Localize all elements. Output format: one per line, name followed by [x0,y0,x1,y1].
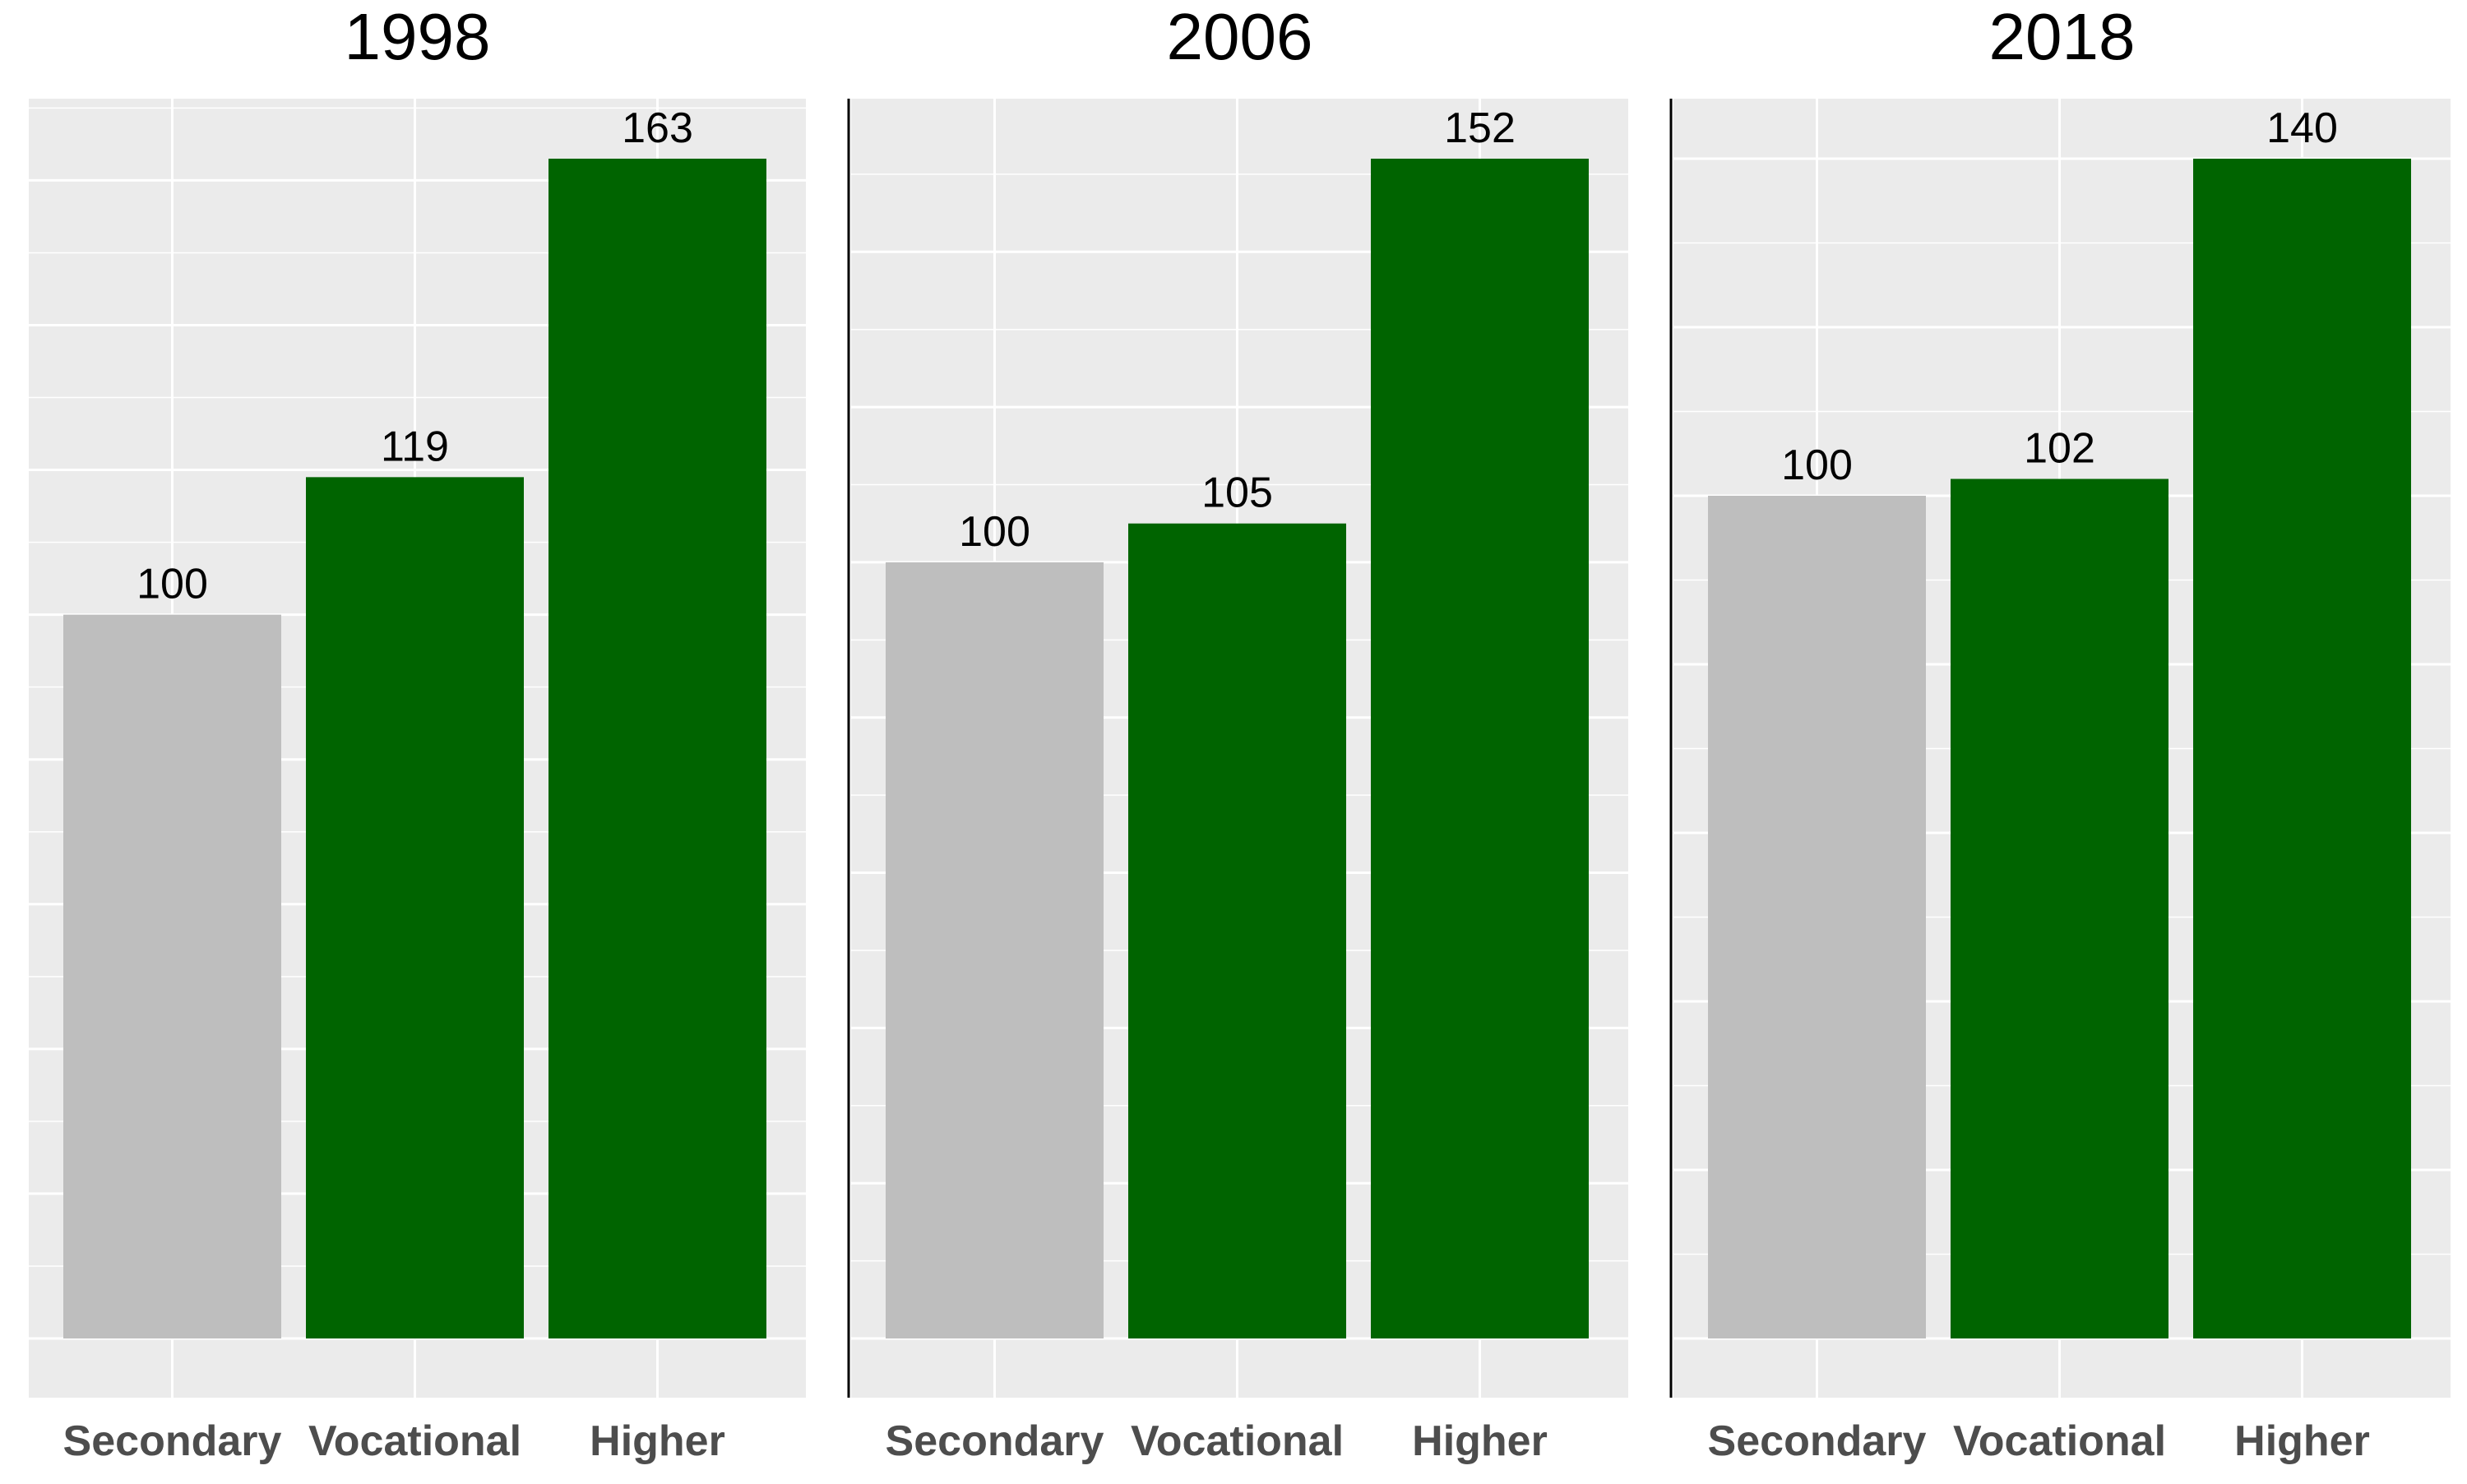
x-tick-label-secondary: Secondary [63,1417,282,1465]
bar-1998-vocational [306,477,524,1338]
bar-1998-secondary [63,614,281,1338]
panel-title-2018: 2018 [1989,0,2136,73]
data-label-1998-vocational: 119 [381,423,449,470]
x-tick-label-secondary: Secondary [1708,1417,1927,1465]
bar-1998-higher [548,159,766,1338]
x-tick-label-secondary: Secondary [886,1417,1104,1465]
data-label-2018-vocational: 102 [2024,425,2095,473]
data-label-1998-higher: 163 [622,104,693,152]
data-label-1998-secondary: 100 [137,561,208,608]
panel-title-2006: 2006 [1167,0,1313,73]
x-tick-label-vocational: Vocational [1953,1417,2166,1465]
x-tick-label-higher: Higher [590,1417,725,1465]
bar-2006-higher [1371,159,1589,1338]
x-tick-label-vocational: Vocational [308,1417,521,1465]
bar-2018-secondary [1708,496,1926,1338]
data-label-2018-secondary: 100 [1781,442,1853,489]
panel-title-1998: 1998 [345,0,491,73]
bar-2006-vocational [1128,523,1346,1338]
data-label-2006-higher: 152 [1444,104,1516,152]
x-tick-label-vocational: Vocational [1131,1417,1344,1465]
data-label-2006-secondary: 100 [959,508,1030,556]
x-tick-label-higher: Higher [2234,1417,2370,1465]
bar-2018-higher [2193,159,2411,1338]
data-label-2018-higher: 140 [2266,104,2338,152]
bar-2018-vocational [1951,478,2168,1338]
x-tick-label-higher: Higher [1412,1417,1548,1465]
data-label-2006-vocational: 105 [1201,469,1273,517]
bar-2006-secondary [886,562,1104,1338]
